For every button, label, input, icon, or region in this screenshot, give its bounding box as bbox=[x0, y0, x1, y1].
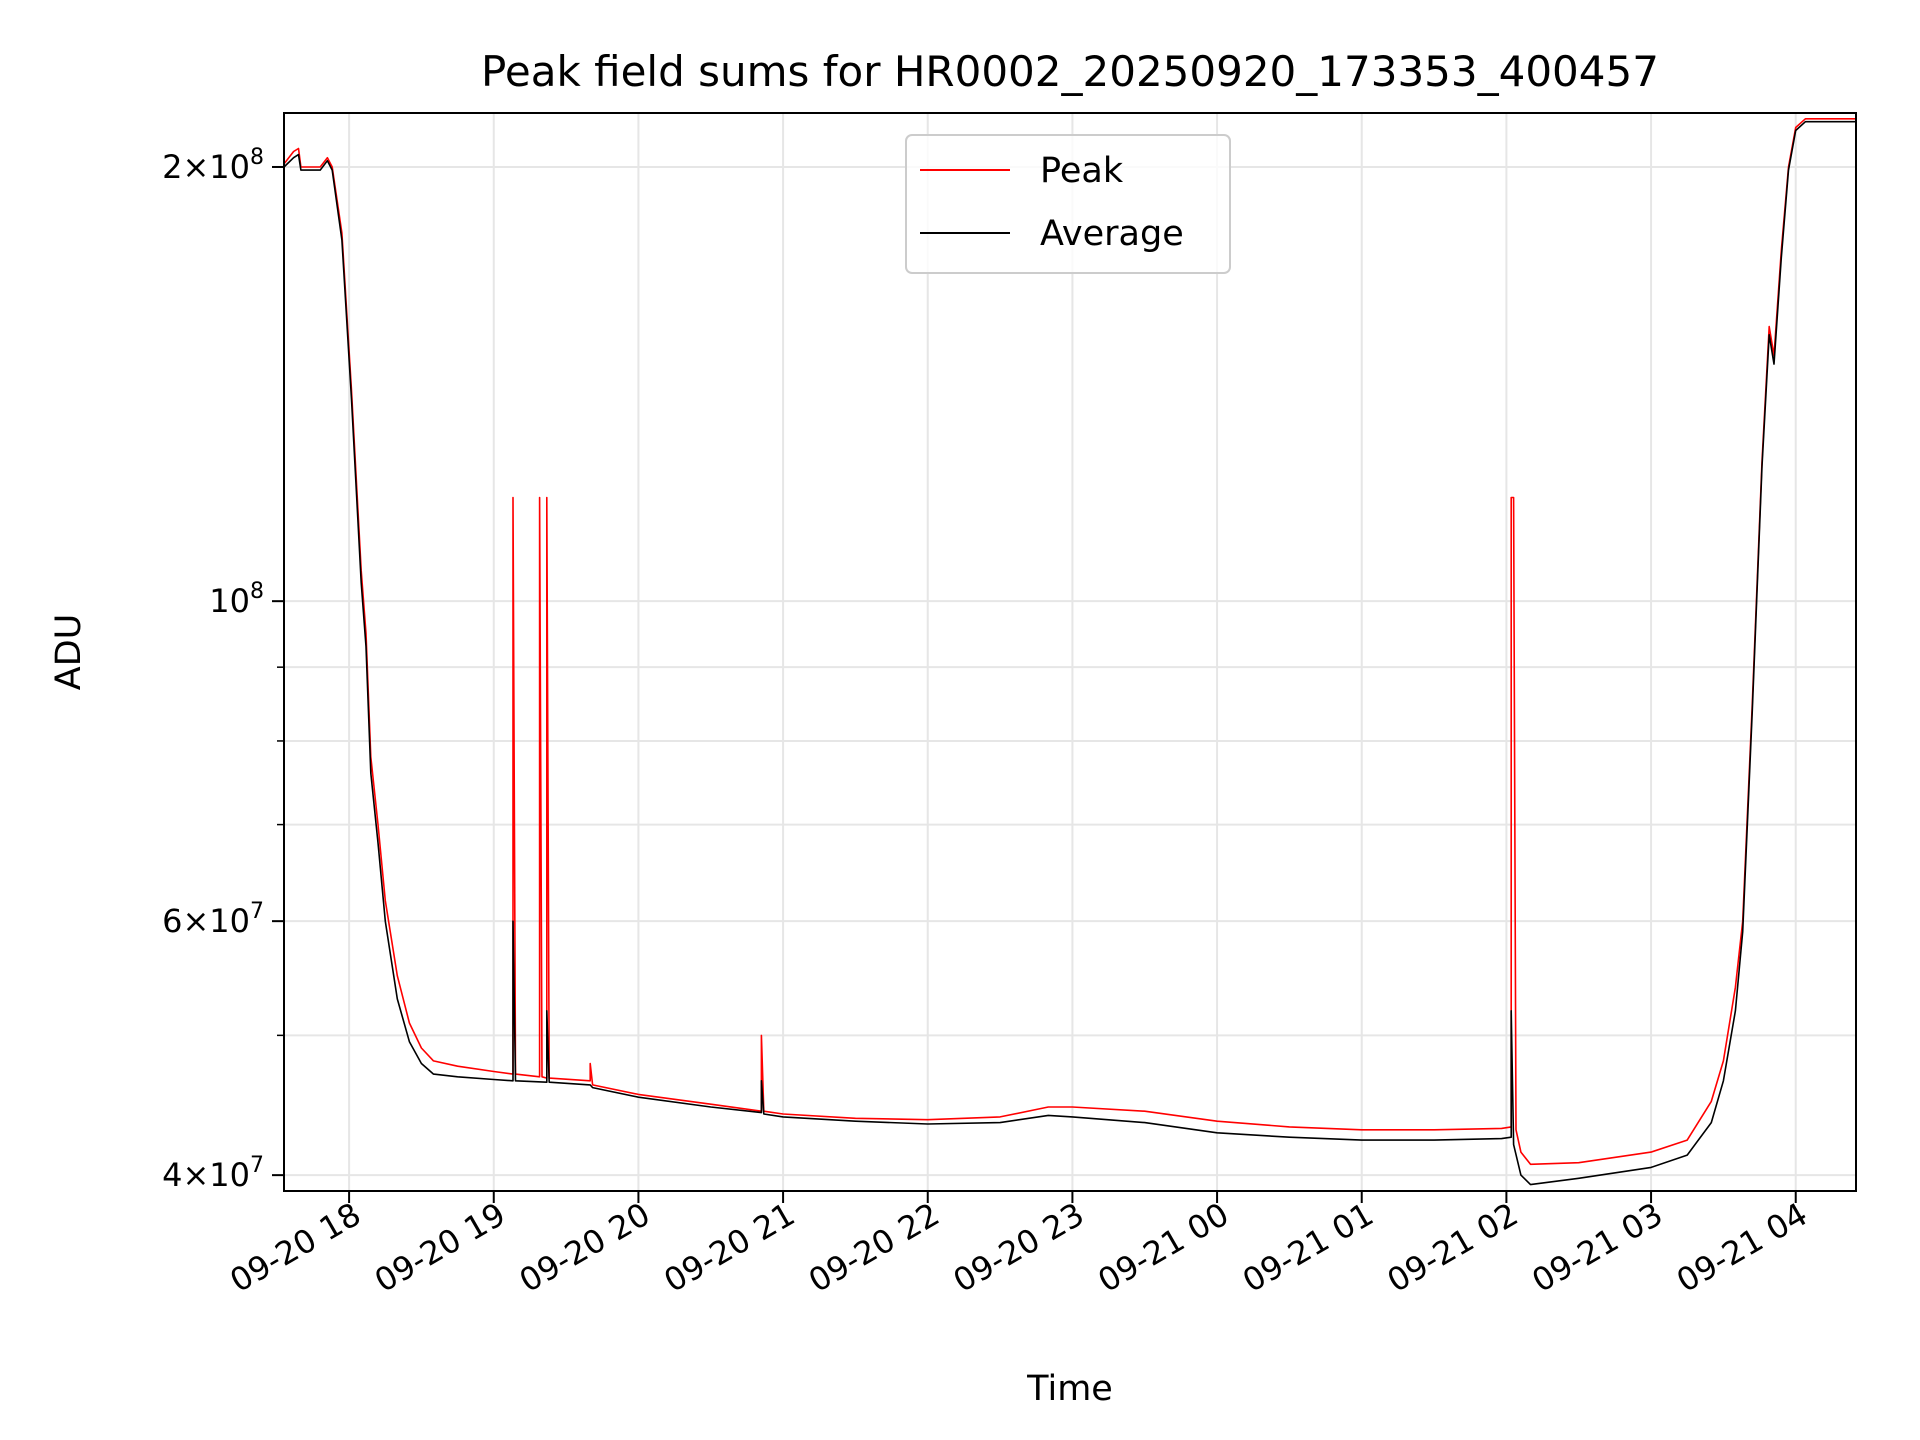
legend-label-peak: Peak bbox=[1040, 151, 1124, 191]
legend-label-average: Average bbox=[1040, 214, 1184, 254]
series-line-peak bbox=[284, 118, 1856, 1166]
y-tick-label: 108 bbox=[209, 579, 264, 620]
y-tick-label: 6×107 bbox=[162, 899, 264, 940]
x-axis-label: Time bbox=[1026, 1369, 1113, 1409]
chart-title: Peak field sums for HR0002_20250920_1733… bbox=[481, 47, 1659, 96]
series-line-average bbox=[284, 120, 1856, 1186]
y-tick-label: 4×107 bbox=[162, 1153, 264, 1194]
legend: Peak Average bbox=[905, 134, 1231, 274]
series-layer bbox=[284, 118, 1856, 1186]
y-axis: 4×107 6×107 108 2×108 bbox=[162, 145, 284, 1194]
y-tick-label: 2×108 bbox=[162, 145, 264, 186]
plot-frame bbox=[283, 112, 1857, 1192]
y-axis-label: ADU bbox=[49, 614, 89, 691]
